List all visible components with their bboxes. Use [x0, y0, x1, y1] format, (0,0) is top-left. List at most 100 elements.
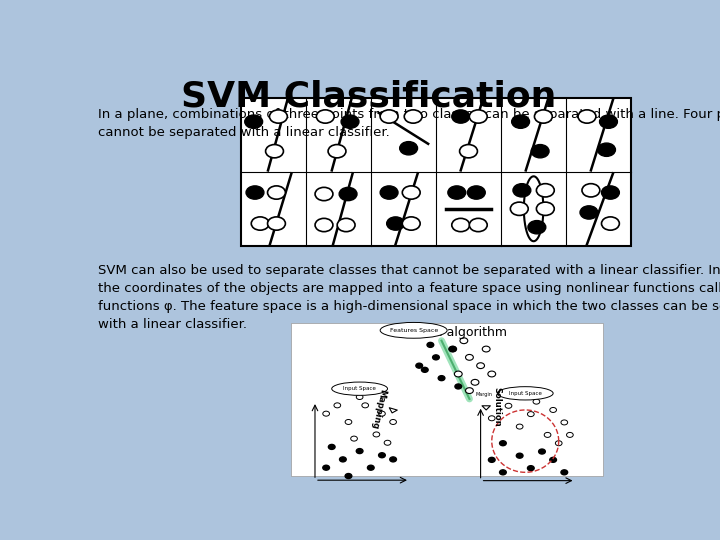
Circle shape	[323, 465, 330, 470]
Circle shape	[488, 457, 495, 462]
Circle shape	[550, 457, 557, 462]
Circle shape	[477, 363, 485, 369]
Circle shape	[341, 115, 359, 129]
Circle shape	[550, 408, 557, 413]
Text: The SVM algorithm: The SVM algorithm	[387, 326, 507, 339]
Circle shape	[402, 186, 420, 199]
Text: Margin: Margin	[475, 392, 492, 397]
Circle shape	[601, 217, 619, 230]
Circle shape	[351, 436, 357, 441]
Circle shape	[402, 217, 420, 230]
Circle shape	[513, 184, 531, 197]
Circle shape	[528, 411, 534, 416]
Circle shape	[500, 470, 506, 475]
Circle shape	[266, 145, 284, 158]
Circle shape	[466, 388, 473, 394]
Circle shape	[345, 474, 352, 478]
Circle shape	[505, 403, 512, 408]
Circle shape	[433, 355, 439, 360]
Circle shape	[251, 217, 269, 230]
Text: Mapping: Mapping	[369, 388, 387, 430]
Circle shape	[449, 347, 456, 352]
Circle shape	[316, 110, 334, 123]
Text: Features Space: Features Space	[390, 328, 438, 333]
Circle shape	[512, 115, 529, 129]
Circle shape	[421, 367, 428, 372]
Circle shape	[536, 184, 554, 197]
Circle shape	[380, 110, 398, 123]
Circle shape	[561, 470, 567, 475]
Circle shape	[536, 202, 554, 215]
Ellipse shape	[380, 322, 447, 338]
Text: In a plane, combinations of three points from two classes can be separated with : In a plane, combinations of three points…	[99, 109, 720, 139]
Circle shape	[561, 420, 567, 425]
Circle shape	[449, 346, 456, 352]
Circle shape	[390, 457, 397, 462]
Text: SVM can also be used to separate classes that cannot be separated with a linear : SVM can also be used to separate classes…	[99, 265, 720, 332]
Circle shape	[601, 186, 619, 199]
Circle shape	[269, 110, 287, 123]
Circle shape	[488, 371, 495, 377]
Circle shape	[379, 411, 385, 416]
Circle shape	[384, 440, 391, 445]
Circle shape	[356, 449, 363, 454]
Circle shape	[345, 420, 352, 424]
Ellipse shape	[498, 387, 553, 400]
Circle shape	[380, 186, 398, 199]
Circle shape	[516, 424, 523, 429]
Circle shape	[367, 465, 374, 470]
Circle shape	[339, 187, 357, 201]
Circle shape	[334, 403, 341, 408]
Circle shape	[528, 465, 534, 471]
Circle shape	[469, 218, 487, 232]
Circle shape	[373, 432, 379, 437]
Circle shape	[448, 186, 466, 199]
Circle shape	[539, 449, 545, 454]
Circle shape	[340, 457, 346, 462]
Circle shape	[459, 145, 477, 158]
Circle shape	[500, 441, 506, 446]
Circle shape	[600, 115, 618, 129]
Circle shape	[451, 110, 469, 123]
Circle shape	[555, 441, 562, 446]
Circle shape	[580, 206, 598, 219]
Text: Input Space: Input Space	[509, 391, 541, 396]
Circle shape	[528, 220, 546, 234]
Text: SVM Classification: SVM Classification	[181, 79, 557, 113]
Circle shape	[451, 218, 469, 232]
Circle shape	[455, 384, 462, 389]
Circle shape	[544, 433, 551, 437]
Circle shape	[533, 399, 540, 404]
Circle shape	[268, 186, 285, 199]
Circle shape	[482, 346, 490, 352]
Circle shape	[460, 338, 468, 343]
Bar	[291, 322, 603, 476]
Circle shape	[328, 145, 346, 158]
Circle shape	[362, 403, 369, 408]
Circle shape	[315, 187, 333, 201]
Circle shape	[328, 444, 335, 449]
Circle shape	[469, 110, 487, 123]
Circle shape	[466, 354, 473, 360]
Bar	[240, 98, 631, 246]
Circle shape	[510, 202, 528, 215]
Text: Input Space: Input Space	[343, 386, 376, 391]
Circle shape	[416, 363, 423, 368]
Circle shape	[567, 433, 573, 437]
Circle shape	[598, 143, 616, 157]
Circle shape	[323, 411, 330, 416]
Circle shape	[404, 110, 422, 123]
Circle shape	[246, 186, 264, 199]
Circle shape	[387, 217, 405, 230]
Circle shape	[379, 453, 385, 458]
Circle shape	[516, 453, 523, 458]
Circle shape	[534, 110, 552, 123]
Circle shape	[467, 186, 485, 199]
Circle shape	[438, 376, 445, 381]
Circle shape	[400, 141, 418, 155]
Circle shape	[582, 184, 600, 197]
Circle shape	[578, 110, 596, 123]
Circle shape	[337, 218, 355, 232]
Circle shape	[245, 115, 263, 129]
Circle shape	[427, 342, 433, 347]
